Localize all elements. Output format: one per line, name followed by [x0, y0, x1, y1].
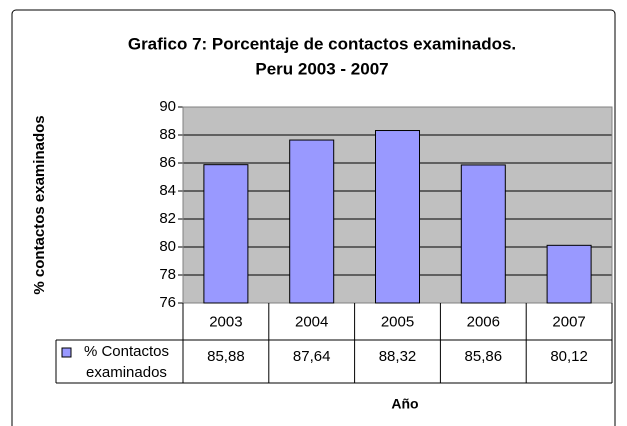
bar: [289, 139, 335, 304]
bar: [546, 244, 592, 304]
bar: [460, 164, 506, 304]
chart-subtitle: Peru 2003 - 2007: [255, 59, 388, 78]
y-tick-label: 82: [159, 210, 176, 227]
y-tick-label: 86: [159, 154, 176, 171]
bar: [375, 130, 420, 304]
x-tick-label: 2004: [295, 313, 328, 330]
y-tick-label: 90: [159, 98, 176, 115]
data-label: 87,64: [293, 348, 331, 365]
x-tick-label: 2007: [552, 313, 585, 330]
y-tick-label: 78: [159, 266, 176, 283]
data-label: 88,32: [379, 348, 417, 365]
y-axis-label: % contactos examinados: [31, 115, 48, 294]
y-tick-label: 76: [159, 294, 176, 311]
data-label: 85,88: [207, 348, 245, 365]
legend-swatch: [61, 347, 72, 358]
x-tick-label: 2005: [381, 313, 414, 330]
y-tick-label: 88: [159, 126, 176, 143]
x-tick-label: 2003: [209, 313, 242, 330]
data-label: 80,12: [550, 348, 588, 365]
legend-entry: % Contactos examinados: [83, 343, 170, 381]
legend-label: % Contactos examinados: [83, 343, 170, 381]
x-tick-label: 2006: [467, 313, 500, 330]
y-tick-label: 84: [159, 182, 176, 199]
data-label: 85,86: [465, 348, 503, 365]
bar: [203, 164, 249, 304]
y-tick-label: 80: [159, 238, 176, 255]
chart-title: Grafico 7: Porcentaje de contactos exami…: [128, 34, 516, 53]
x-axis-label: Año: [391, 396, 418, 412]
